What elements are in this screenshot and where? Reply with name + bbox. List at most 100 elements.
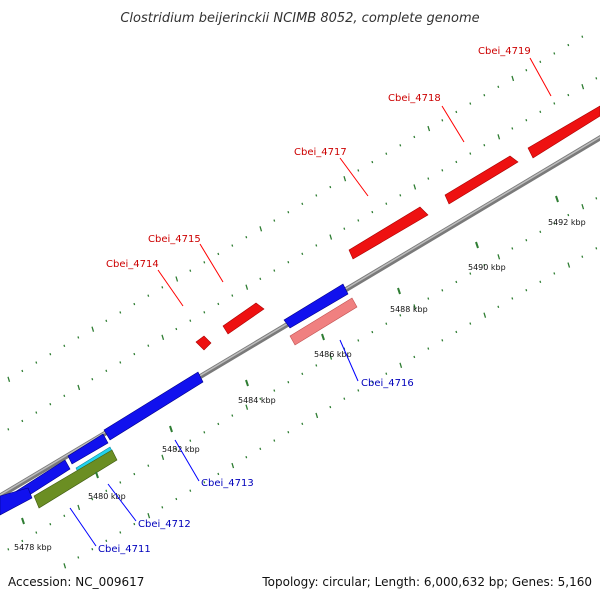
scale-tick-mark — [397, 287, 401, 295]
tick-dot — [315, 412, 319, 419]
tick-dot — [161, 286, 164, 289]
gene-cbei-4712 — [67, 433, 109, 465]
tick-dot — [525, 288, 528, 292]
tick-dot — [511, 75, 515, 82]
tick-dot — [77, 336, 80, 339]
tick-dot — [91, 497, 94, 501]
scale-tick-mark — [95, 471, 99, 479]
tick-dot — [133, 352, 136, 356]
tick-dot — [581, 35, 584, 38]
tick-dot — [7, 428, 10, 431]
tick-dot — [371, 210, 374, 214]
tick-dot — [539, 60, 542, 63]
tick-dot — [497, 85, 500, 89]
tick-dot — [189, 269, 192, 272]
tick-dot — [497, 254, 501, 260]
tick-dot — [511, 127, 514, 130]
map-title: Clostridium beijerinckii NCIMB 8052, com… — [120, 11, 479, 26]
tick-dot — [287, 430, 290, 434]
tick-dot — [455, 330, 458, 334]
tick-dot — [231, 294, 234, 297]
tick-dot — [161, 334, 165, 341]
tick-dot — [329, 234, 333, 240]
tick-dot — [273, 389, 276, 392]
tick-dot — [63, 394, 66, 398]
tick-dot — [175, 497, 178, 501]
tick-dot — [427, 177, 430, 180]
scale-tick-label: 5492 kbp — [548, 218, 586, 227]
tick-dot — [539, 280, 542, 283]
tick-dot — [595, 77, 598, 80]
tick-dot — [315, 194, 318, 197]
tick-dot — [469, 272, 472, 275]
tick-dot — [21, 419, 24, 423]
tick-dot — [413, 135, 416, 139]
gene-label: Cbei_4712 — [138, 519, 191, 530]
scale-tick-label: 5484 kbp — [238, 396, 276, 405]
tick-dot — [287, 380, 290, 384]
tick-dot — [147, 464, 150, 467]
tick-dot — [133, 472, 136, 476]
tick-dot — [35, 361, 38, 364]
tick-dot — [105, 319, 108, 322]
tick-dot — [161, 454, 165, 461]
tick-dot — [329, 354, 333, 360]
tick-dot — [49, 523, 52, 526]
label-leader-line — [339, 157, 369, 197]
tick-dot — [441, 169, 444, 172]
tick-dot — [427, 125, 431, 132]
tick-dot — [63, 563, 67, 569]
scale-tick-mark — [21, 517, 25, 525]
tick-dot — [63, 514, 66, 518]
tick-dot — [595, 247, 598, 250]
label-leader-line — [441, 105, 465, 143]
scale-tick-mark — [245, 379, 249, 387]
tick-dot — [175, 447, 178, 451]
tick-dot — [413, 304, 417, 310]
tick-dot — [119, 361, 122, 364]
tick-dot — [581, 204, 585, 210]
tick-dot — [455, 110, 458, 114]
tick-dot — [553, 52, 556, 55]
tick-dot — [301, 252, 304, 255]
tick-dot — [49, 403, 52, 406]
tick-dot — [553, 102, 556, 105]
label-leader-line — [339, 339, 359, 382]
topology-text: Topology: circular; Length: 6,000,632 bp… — [261, 575, 592, 589]
tick-dot — [35, 411, 38, 414]
tick-dot — [273, 269, 276, 272]
tick-dot — [189, 439, 192, 442]
tick-dot — [189, 319, 192, 322]
tick-dot — [245, 236, 248, 239]
tick-dot — [35, 531, 38, 534]
tick-dot — [21, 539, 24, 543]
tick-dot — [553, 272, 556, 275]
tick-dot — [469, 152, 472, 155]
tick-dot — [469, 322, 472, 325]
tick-dot — [119, 481, 122, 484]
tick-dot — [259, 277, 262, 281]
tick-dot — [525, 68, 528, 72]
gene-cbei-4711-b — [0, 487, 33, 516]
tick-dot — [203, 431, 206, 434]
tick-dot — [567, 262, 571, 268]
scale-tick-label: 5486 kbp — [314, 350, 352, 359]
tick-dot — [77, 504, 81, 511]
tick-dot — [231, 462, 235, 469]
tick-dot — [259, 447, 262, 451]
label-leader-line — [69, 507, 97, 547]
tick-dot — [343, 227, 346, 230]
tick-dot — [483, 312, 487, 318]
gene-cbei-4717 — [348, 206, 429, 260]
gene-cbei-4715 — [222, 302, 265, 335]
tick-dot — [217, 472, 220, 476]
tick-dot — [399, 144, 402, 147]
gene-cbei-4714 — [195, 335, 212, 351]
tick-dot — [539, 230, 542, 233]
gene-cbei-4718 — [444, 155, 519, 205]
tick-dot — [511, 247, 514, 250]
tick-dot — [567, 213, 570, 217]
feature-bars — [33, 297, 358, 509]
gene-label: Cbei_4713 — [201, 478, 254, 489]
tick-dot — [259, 397, 262, 401]
